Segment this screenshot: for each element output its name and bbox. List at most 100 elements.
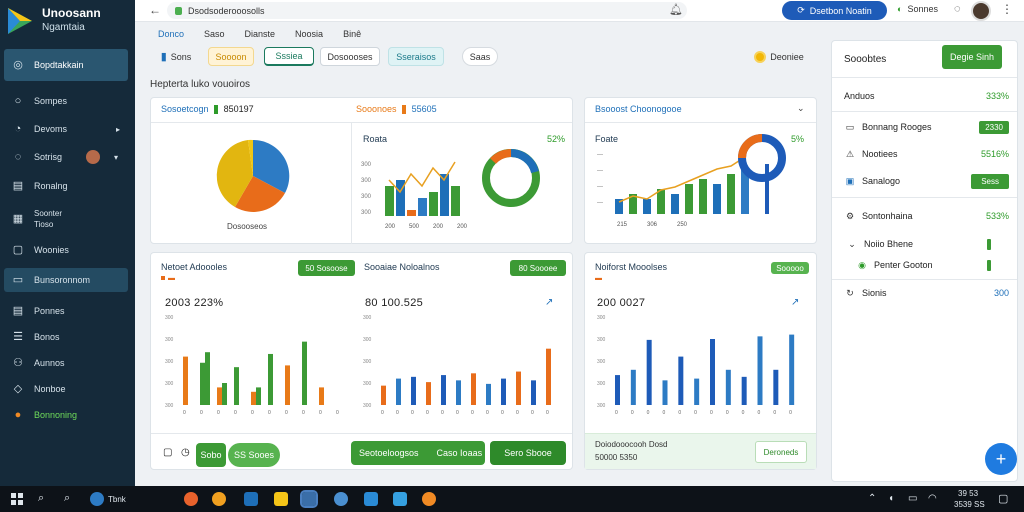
tab-bine[interactable]: Binê [343, 29, 362, 39]
row-label: Sionis [862, 288, 887, 298]
sidebar-item-dashboard[interactable]: ◎ Bopdtakkain [4, 49, 128, 81]
windows-start-icon[interactable] [10, 492, 24, 506]
sidebar-item-woonies[interactable]: ▢ Woonies [4, 238, 128, 262]
right-row-noiio[interactable]: ⌄ Noiio Bhene [846, 235, 1011, 253]
tab-donco[interactable]: Donco [158, 29, 185, 39]
user-avatar [86, 150, 101, 164]
right-row-sanalogo[interactable]: ▣ Sanalogo Sess [844, 172, 1009, 190]
filter-chip-sssiea[interactable]: Sssiea [264, 47, 314, 66]
add-fab-button[interactable]: + [985, 443, 1017, 475]
search-icon-2[interactable]: ⌕ [64, 492, 71, 504]
subpanel-pct: 5% [791, 134, 805, 144]
back-arrow-icon[interactable]: ← [149, 3, 161, 17]
button-seotoeloogsos[interactable]: Seotoeloogsos Caso Ioaas [351, 441, 485, 465]
sidebar-item-label: Sotrisg [34, 152, 63, 162]
sidebar-item-ronalng[interactable]: ▤ Ronalng [4, 174, 128, 198]
alert-icon: ⚠︎ [845, 148, 855, 159]
tick-label: 300 [165, 359, 174, 365]
store-icon[interactable] [244, 492, 258, 506]
x-tick-label: 0 [268, 410, 271, 416]
firefox-icon[interactable] [422, 492, 436, 506]
right-row-sionis[interactable]: ↻ Sionis 300 [844, 284, 1009, 302]
wifi-icon[interactable]: ◠ [928, 493, 937, 504]
x-tick-label: 0 [381, 410, 384, 416]
chrome-icon[interactable] [212, 492, 226, 506]
sidebar-item-devoms[interactable]: ◔ Devoms ▸ [4, 117, 128, 141]
donut-segment [490, 149, 512, 164]
sidebar-item-bunsoronnom[interactable]: ▭ Bunsoronnom [4, 268, 128, 292]
legend-marker [161, 275, 165, 280]
x-tick-label: 0 [234, 410, 237, 416]
tick-label: 300 [361, 194, 372, 200]
volume-icon[interactable]: ◖ [888, 493, 895, 504]
people-icon: ⚇ [13, 357, 23, 369]
bar-chart-2: 300 300 300 300 300 0 0 0 0 0 0 0 0 0 0 0 0 [363, 315, 551, 416]
tab-dianste[interactable]: Dianste [244, 29, 276, 39]
footer-button[interactable]: Deroneds [755, 441, 807, 463]
search-icon[interactable]: ⌕ [38, 492, 45, 504]
chevron-down-icon[interactable]: ⌄ [797, 103, 805, 113]
x-tick-label: 0 [631, 410, 634, 416]
files-icon[interactable] [274, 492, 288, 506]
clock-icon[interactable]: ◷ [181, 447, 190, 458]
sidebar-item-soonter[interactable]: ▦ Soonter Tioso [4, 204, 128, 234]
user-avatar[interactable] [971, 1, 991, 21]
sidebar-item-ponnes[interactable]: ▤ Ponnes [4, 299, 128, 323]
settings-app-icon[interactable] [334, 492, 348, 506]
sidebar-item-label: Sompes [34, 96, 68, 106]
sidebar-item-bonos[interactable]: ☰ Bonos [4, 325, 128, 349]
sync-icon[interactable]: ◌ [954, 3, 961, 15]
browser-icon[interactable] [184, 492, 198, 506]
filter-chip-sseraisos[interactable]: Sseraisos [388, 47, 444, 66]
battery-icon[interactable]: ▭ [908, 493, 918, 504]
filter-chip-saas[interactable]: Saas [462, 47, 498, 66]
bar [251, 391, 256, 405]
sidebar-item-aunnos[interactable]: ⚇ Aunnos [4, 351, 128, 375]
button-sobo[interactable]: Sobo [196, 443, 226, 467]
bar [440, 174, 449, 216]
calendar-icon[interactable]: ▢ [163, 447, 173, 458]
panel-trend: Bsooost Choonogooe ⌄ Foate 5% — — — — 215 306… [584, 97, 817, 244]
tab-noosia[interactable]: Noosia [295, 29, 324, 39]
more-vertical-icon[interactable]: ⋮ [1001, 2, 1013, 16]
right-row-nootiees[interactable]: ⚠︎ Nootiees 5516% [844, 145, 1009, 163]
bar [319, 387, 324, 405]
right-row-penter[interactable]: ◉ Penter Gooton [856, 256, 1021, 274]
sidebar-item-sompes[interactable]: ○ Sompes [4, 89, 128, 113]
panel-action-button[interactable]: Sooooo [771, 262, 809, 274]
network-icon[interactable]: ⌃ [868, 493, 877, 504]
filter-chip-deoniee[interactable]: Deoniee [744, 47, 814, 66]
mail-icon[interactable] [364, 492, 378, 506]
sidebar-item-bonnoning[interactable]: ● Bonnoning [4, 403, 128, 427]
right-row-anduos[interactable]: Anduos 333% [844, 87, 1009, 105]
bar [516, 371, 521, 405]
button-ss-sooes[interactable]: SS Sooes [228, 443, 280, 467]
tab-saso[interactable]: Saso [204, 29, 225, 39]
filter-chip-dosoooses[interactable]: Dosoooses [320, 47, 380, 66]
right-row-sontonhaina[interactable]: ⚙︎ Sontonhaina 533% [844, 207, 1009, 225]
clock-date[interactable]: 3539 SS [954, 500, 985, 509]
bell-icon[interactable]: 🔔︎ [669, 4, 683, 16]
panel-action-button-2[interactable]: 80 Soooee [510, 260, 566, 276]
top-status[interactable]: ◐ Sonnes [897, 4, 938, 14]
top-action-button[interactable]: ⟳ Dsetbon Noatin [782, 1, 887, 20]
chip-label: Deoniee [770, 51, 804, 62]
edge-icon[interactable] [90, 492, 104, 506]
panel-action-button[interactable]: 50 Sosoose [298, 260, 355, 276]
teams-icon[interactable] [393, 492, 407, 506]
url-bar[interactable]: Dsodsoderooosolls [167, 2, 687, 19]
bar [789, 334, 795, 405]
filter-chip-sons[interactable]: ▮ Sons [154, 47, 198, 66]
sidebar-item-nonboe[interactable]: ◇ Nonboe [4, 377, 128, 401]
right-panel-button[interactable]: Degie Sinh [942, 45, 1002, 69]
clock-time[interactable]: 39 53 [958, 489, 979, 498]
app-window-icon[interactable] [300, 490, 318, 508]
notification-icon[interactable]: ▢ [998, 493, 1009, 505]
button-sero-sbooe[interactable]: Sero Sbooe [490, 441, 566, 465]
panel-label-text: Netoet Adoooles [161, 262, 228, 272]
x-tick-label: 306 [647, 222, 658, 228]
bar [741, 376, 747, 405]
sidebar-item-sotrisg[interactable]: ◌ Sotrisg ▾ [4, 145, 128, 169]
filter-chip-soooon[interactable]: Soooon [208, 47, 254, 66]
right-row-bonnang[interactable]: ▭ Bonnang Rooges 2330 [844, 118, 1009, 136]
